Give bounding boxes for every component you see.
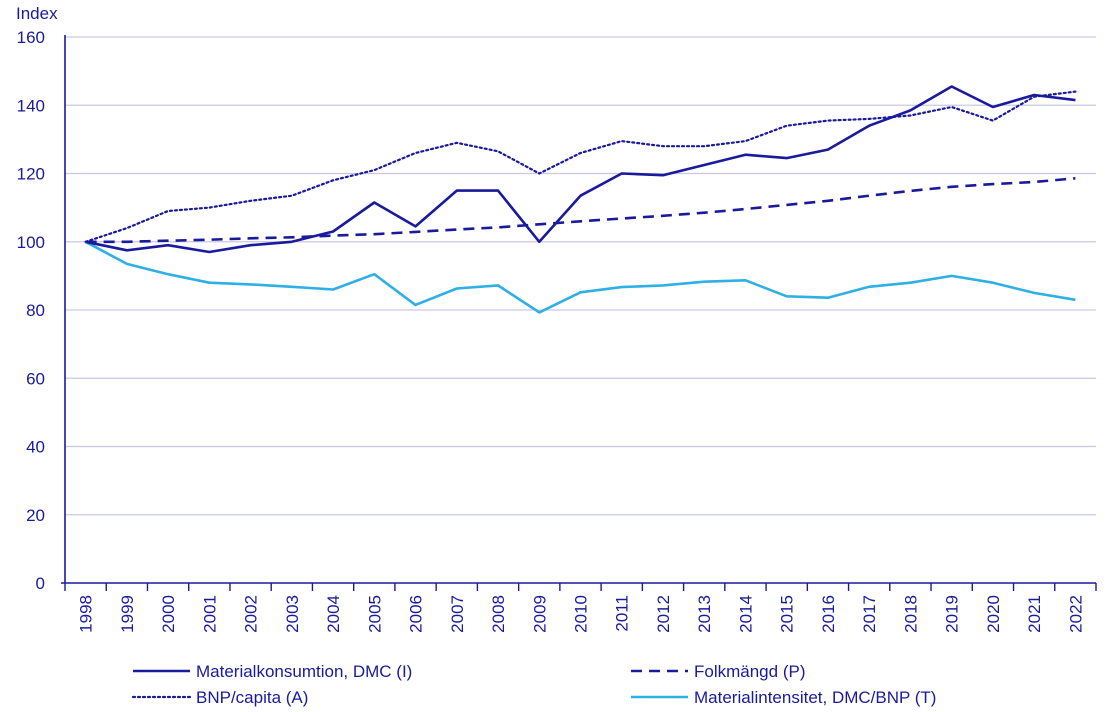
series-line-4 — [84, 240, 1076, 314]
y-tick-label: 20 — [26, 506, 45, 525]
legend-label-4: Materialintensitet, DMC/BNP (T) — [694, 688, 936, 707]
x-tick-label: 2002 — [242, 595, 261, 633]
series-line-3 — [84, 90, 1077, 243]
y-axis-ticks: 0 20 40 60 80 100 120 140 160 — [17, 28, 45, 593]
y-tick-label: 80 — [26, 301, 45, 320]
y-tick-label: 0 — [36, 574, 45, 593]
legend-label-3: BNP/capita (A) — [196, 688, 308, 707]
x-tick-label: 2001 — [200, 595, 219, 633]
x-tick-label: 2016 — [819, 595, 838, 633]
y-tick-label: 60 — [26, 369, 45, 388]
x-tick-label: 2006 — [407, 595, 426, 633]
x-tick-label: 2011 — [613, 595, 632, 632]
y-tick-label: 140 — [17, 96, 45, 115]
x-tick-label: 2021 — [1025, 595, 1044, 633]
x-tick-label: 2007 — [448, 595, 467, 633]
x-tick-label: 2017 — [860, 595, 879, 633]
legend-label-1: Materialkonsumtion, DMC (I) — [196, 662, 412, 681]
x-tick-label: 2004 — [324, 595, 343, 633]
x-tick-label: 1998 — [77, 595, 96, 633]
x-tick-label: 2005 — [365, 595, 384, 633]
series-layer — [84, 85, 1077, 314]
x-tick-label: 2013 — [695, 595, 714, 633]
x-tick-label: 2012 — [654, 595, 673, 633]
legend: Materialkonsumtion, DMC (I) Folkmängd (P)… — [131, 662, 936, 707]
series-line-1 — [85, 85, 1076, 254]
series-line-2 — [85, 177, 1076, 244]
x-tick-label: 2008 — [489, 595, 508, 633]
legend-label-2: Folkmängd (P) — [694, 662, 805, 681]
x-tick-label: 2014 — [736, 595, 755, 633]
y-tick-label: 160 — [17, 28, 45, 47]
x-tick-label: 2018 — [901, 595, 920, 633]
x-tick-label: 1999 — [118, 595, 137, 633]
x-tick-label: 2003 — [283, 595, 302, 633]
y-axis-title: Index — [16, 4, 58, 23]
x-axis-spacer — [65, 35, 1096, 583]
x-tick-label: 2009 — [530, 595, 549, 633]
x-axis: 1998 1999 2000 2001 2002 2003 2004 2005 2006 2007… — [61, 35, 1097, 633]
x-tick-label: 2000 — [159, 595, 178, 633]
x-tick-label: 2019 — [943, 595, 962, 633]
y-tick-label: 40 — [26, 438, 45, 457]
gridlines — [65, 36, 1096, 516]
x-tick-label: 2020 — [984, 595, 1003, 633]
x-tick-label: 2015 — [778, 595, 797, 633]
y-tick-label: 120 — [17, 165, 45, 184]
y-tick-label: 100 — [17, 233, 45, 252]
x-tick-label: 2022 — [1066, 595, 1085, 633]
x-tick-label: 2010 — [572, 595, 591, 633]
